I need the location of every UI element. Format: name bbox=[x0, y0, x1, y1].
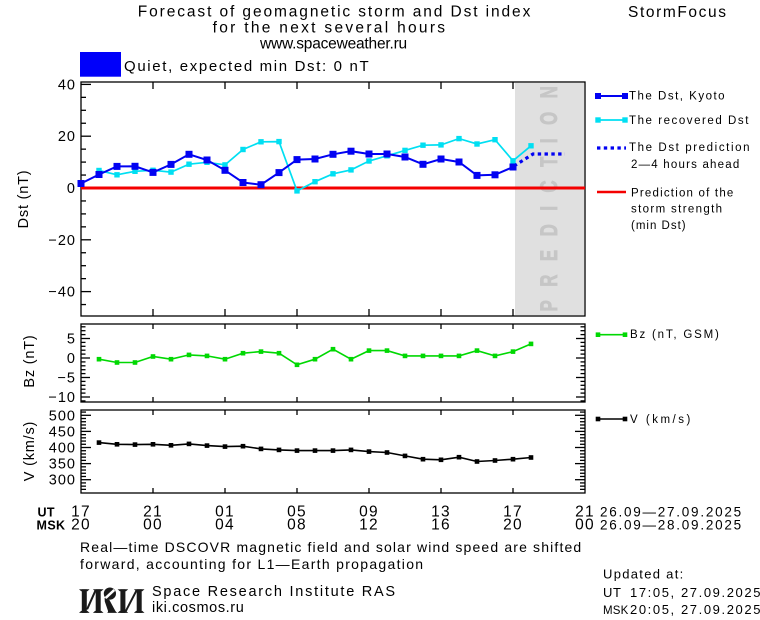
svg-text:400: 400 bbox=[49, 441, 76, 457]
svg-text:350: 350 bbox=[49, 457, 76, 473]
svg-text:12: 12 bbox=[359, 517, 379, 534]
svg-text:0: 0 bbox=[67, 181, 76, 197]
svg-text:20: 20 bbox=[71, 517, 91, 534]
svg-text:−10: −10 bbox=[48, 390, 76, 406]
svg-text:21: 21 bbox=[575, 504, 595, 521]
svg-text:40: 40 bbox=[58, 77, 76, 93]
svg-text:0: 0 bbox=[67, 351, 76, 367]
svg-text:V (km/s): V (km/s) bbox=[630, 414, 693, 426]
svg-text:Space Research Institute RAS: Space Research Institute RAS bbox=[152, 584, 397, 600]
svg-text:The recovered Dst: The recovered Dst bbox=[629, 115, 750, 127]
svg-text:Forecast of geomagnetic storm: Forecast of geomagnetic storm and Dst in… bbox=[138, 4, 532, 21]
svg-text:Prediction of the: Prediction of the bbox=[631, 188, 735, 200]
svg-text:09: 09 bbox=[359, 504, 379, 521]
svg-text:UT: UT bbox=[38, 506, 55, 520]
svg-text:00: 00 bbox=[575, 517, 595, 534]
svg-text:for the next several hours: for the next several hours bbox=[213, 20, 448, 37]
svg-text:Bz (nT): Bz (nT) bbox=[22, 334, 38, 387]
svg-text:iki.cosmos.ru: iki.cosmos.ru bbox=[152, 600, 244, 616]
svg-text:MSK: MSK bbox=[37, 519, 66, 533]
svg-text:08: 08 bbox=[287, 517, 307, 534]
svg-text:20: 20 bbox=[503, 517, 523, 534]
svg-text:(min Dst): (min Dst) bbox=[631, 220, 687, 232]
svg-text:−20: −20 bbox=[48, 233, 76, 249]
svg-text:V (km/s): V (km/s) bbox=[22, 421, 38, 481]
svg-text:storm strength: storm strength bbox=[631, 204, 723, 216]
svg-text:UT: UT bbox=[603, 585, 622, 600]
svg-text:MSK: MSK bbox=[603, 605, 629, 617]
svg-text:Updated at:: Updated at: bbox=[603, 567, 685, 582]
svg-text:13: 13 bbox=[431, 504, 451, 521]
svg-text:Real—time DSCOVR magnetic fiel: Real—time DSCOVR magnetic field and sola… bbox=[80, 539, 582, 555]
svg-text:26.09—27.09.2025: 26.09—27.09.2025 bbox=[600, 505, 743, 520]
svg-text:17: 17 bbox=[503, 504, 523, 521]
svg-text:www.spaceweather.ru: www.spaceweather.ru bbox=[259, 36, 407, 53]
svg-text:2—4 hours ahead: 2—4 hours ahead bbox=[631, 159, 740, 171]
svg-text:−5: −5 bbox=[57, 371, 76, 387]
svg-text:20: 20 bbox=[58, 129, 76, 145]
svg-text:00: 00 bbox=[143, 517, 163, 534]
svg-text:16: 16 bbox=[431, 517, 451, 534]
svg-text:500: 500 bbox=[49, 408, 76, 424]
svg-text:17:05, 27.09.2025: 17:05, 27.09.2025 bbox=[630, 585, 760, 600]
svg-text:Quiet, expected min Dst: 0 nT: Quiet, expected min Dst: 0 nT bbox=[124, 58, 370, 75]
svg-text:01: 01 bbox=[215, 504, 235, 521]
svg-text:04: 04 bbox=[215, 517, 235, 534]
svg-text:forward, accounting for L1—Ear: forward, accounting for L1—Earth propaga… bbox=[80, 556, 424, 572]
svg-text:PREDICTION: PREDICTION bbox=[536, 73, 563, 312]
svg-text:5: 5 bbox=[67, 332, 76, 348]
svg-text:Bz (nT, GSM): Bz (nT, GSM) bbox=[630, 329, 721, 341]
svg-text:26.09—28.09.2025: 26.09—28.09.2025 bbox=[600, 518, 743, 533]
svg-text:05: 05 bbox=[287, 504, 307, 521]
svg-text:The Dst prediction: The Dst prediction bbox=[629, 142, 751, 154]
svg-text:21: 21 bbox=[143, 504, 163, 521]
svg-text:StormFocus: StormFocus bbox=[628, 4, 728, 21]
svg-text:450: 450 bbox=[49, 424, 76, 440]
svg-text:−40: −40 bbox=[48, 285, 76, 301]
svg-text:20:05, 27.09.2025: 20:05, 27.09.2025 bbox=[630, 602, 760, 617]
svg-text:300: 300 bbox=[49, 473, 76, 489]
svg-text:The Dst, Kyoto: The Dst, Kyoto bbox=[629, 91, 726, 103]
svg-text:17: 17 bbox=[71, 504, 91, 521]
svg-text:Dst (nT): Dst (nT) bbox=[16, 170, 32, 229]
